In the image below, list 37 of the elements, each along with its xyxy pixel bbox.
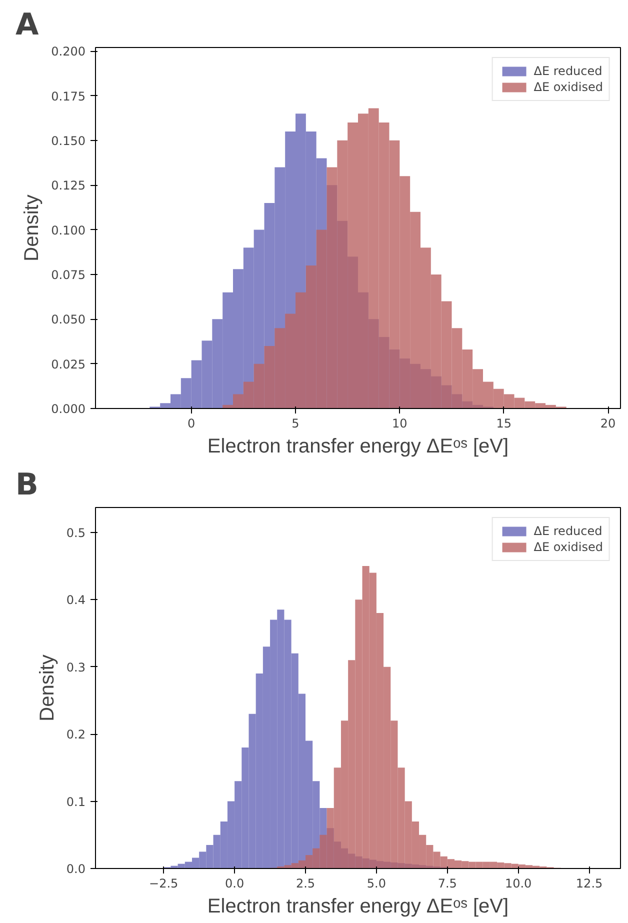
x-axis-title: Electron transfer energy ΔEᵒˢ [eV] <box>207 896 509 918</box>
x-tick-label: 10 <box>392 416 408 430</box>
legend-label: ΔE reduced <box>534 524 602 538</box>
x-tick-label: 10.0 <box>504 876 532 890</box>
y-tick-label: 0.050 <box>51 312 86 327</box>
legend-label: ΔE oxidised <box>534 540 603 554</box>
x-tick-label: 5 <box>292 416 300 430</box>
legend-label: ΔE oxidised <box>534 80 603 94</box>
x-tick-label: −2.5 <box>149 876 178 890</box>
x-axis-title: Electron transfer energy ΔEᵒˢ [eV] <box>207 436 509 458</box>
y-tick-label: 0.125 <box>51 178 86 193</box>
y-tick-label: 0.100 <box>51 223 86 238</box>
x-tick-label: 7.5 <box>438 876 457 890</box>
x-tick-label: 20 <box>600 416 616 430</box>
y-tick-label: 0.000 <box>51 402 86 416</box>
x-tick-label: 0 <box>188 416 196 430</box>
x-tick-label: 12.5 <box>576 876 603 890</box>
y-tick-label: 0.2 <box>66 728 86 742</box>
chart-title: A <box>16 8 40 42</box>
x-tick-label: 15 <box>496 416 512 430</box>
y-tick-label: 0.175 <box>51 89 86 104</box>
x-tick-label: 0.0 <box>225 876 244 890</box>
x-tick-label: 2.5 <box>296 876 316 890</box>
y-axis-title: Density <box>21 194 44 262</box>
legend-label: ΔE reduced <box>534 64 602 78</box>
y-tick-label: 0.075 <box>51 268 86 282</box>
chart-title: B <box>16 468 38 502</box>
x-tick-label: 5.0 <box>366 876 386 890</box>
y-tick-label: 0.200 <box>51 44 86 59</box>
y-tick-label: 0.4 <box>66 593 86 608</box>
y-axis-title: Density <box>36 654 58 722</box>
y-tick-label: 0.5 <box>66 526 86 540</box>
y-tick-label: 0.1 <box>66 794 86 809</box>
y-tick-label: 0.0 <box>66 862 86 876</box>
y-tick-label: 0.150 <box>51 134 86 148</box>
y-tick-label: 0.025 <box>51 357 86 372</box>
y-tick-label: 0.3 <box>66 660 86 674</box>
